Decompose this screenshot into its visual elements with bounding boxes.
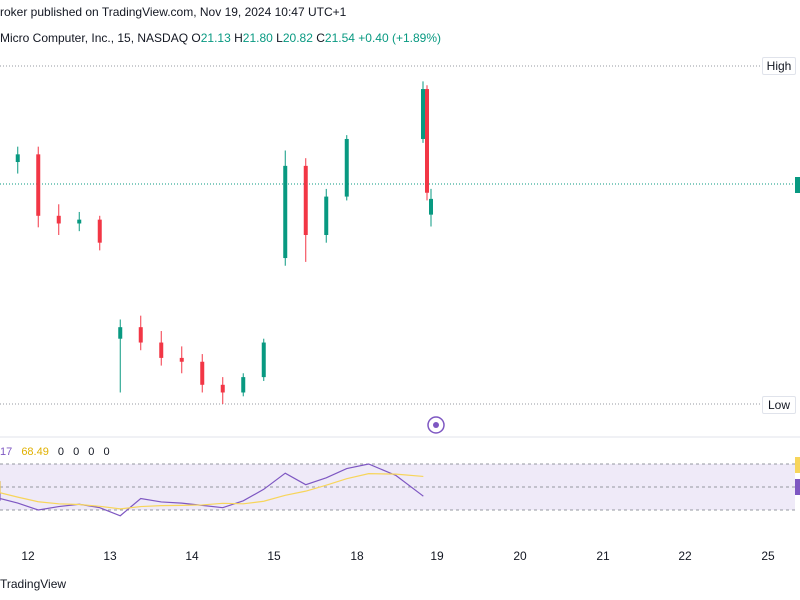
- low-label-badge: Low: [762, 396, 796, 414]
- candle-body: [421, 89, 425, 139]
- candle-body: [429, 198, 433, 215]
- published-line: roker published on TradingView.com, Nov …: [0, 5, 347, 19]
- candle-body: [36, 154, 41, 216]
- candle-body: [159, 342, 164, 358]
- x-tick-label: 12: [21, 549, 35, 563]
- candle-body: [179, 357, 184, 362]
- candle-body: [324, 196, 329, 235]
- rsi-zero-2: 0: [73, 446, 80, 458]
- rsi-line: [0, 463, 424, 517]
- symbol-legend: Micro Computer, Inc., 15, NASDAQ O21.13 …: [0, 31, 441, 45]
- candle-body: [77, 219, 82, 224]
- alert-icon-dot: [433, 422, 439, 428]
- candle-body: [200, 361, 205, 385]
- rsi-ma-axis-marker: [795, 457, 800, 473]
- candle-body: [97, 219, 102, 243]
- high-value: 21.80: [242, 31, 273, 45]
- alert-icon: [427, 416, 445, 434]
- rsi-axis-marker: [795, 479, 800, 495]
- candle-body: [138, 327, 143, 343]
- tradingview-brand: TradingView: [0, 577, 67, 591]
- x-tick-label: 20: [513, 549, 527, 563]
- low-value: 20.82: [282, 31, 313, 45]
- x-tick-label: 25: [761, 549, 775, 563]
- rsi-ma-value: 68.49: [21, 446, 49, 458]
- rsi-ma-line: [0, 473, 424, 510]
- candle-body: [261, 342, 266, 378]
- x-tick-label: 19: [430, 549, 444, 563]
- high-label-badge: High: [762, 57, 796, 75]
- open-value: 21.13: [200, 31, 231, 45]
- candle-body: [303, 165, 308, 235]
- candle-body: [15, 154, 20, 163]
- high-label: H: [234, 31, 243, 45]
- price-axis-marker: [795, 177, 800, 193]
- candle-body: [344, 138, 349, 197]
- low-label: L: [276, 31, 283, 45]
- rsi-zero-1: 0: [57, 446, 65, 458]
- rsi-zero-4: 0: [103, 446, 110, 458]
- candle-body: [283, 165, 288, 259]
- change-value: +0.40 (+1.89%): [358, 31, 442, 45]
- close-value: 21.54: [324, 31, 355, 45]
- x-tick-label: 21: [596, 549, 610, 563]
- rsi-value: 17: [0, 446, 13, 458]
- candle-body: [56, 215, 61, 224]
- rsi-zero-3: 0: [88, 446, 95, 458]
- x-tick-label: 22: [678, 549, 692, 563]
- open-label: O: [191, 31, 201, 45]
- candle-body: [425, 89, 429, 193]
- rsi-legend: 17 68.49 0 0 0 0: [0, 446, 116, 458]
- candle-body: [241, 377, 246, 393]
- close-label: C: [316, 31, 325, 45]
- x-tick-label: 18: [350, 549, 364, 563]
- symbol-name: Micro Computer, Inc., 15, NASDAQ: [0, 31, 189, 45]
- candle-body: [220, 384, 225, 393]
- x-tick-label: 13: [103, 549, 117, 563]
- x-tick-label: 14: [185, 549, 199, 563]
- candle-body: [118, 327, 123, 339]
- x-tick-label: 15: [267, 549, 281, 563]
